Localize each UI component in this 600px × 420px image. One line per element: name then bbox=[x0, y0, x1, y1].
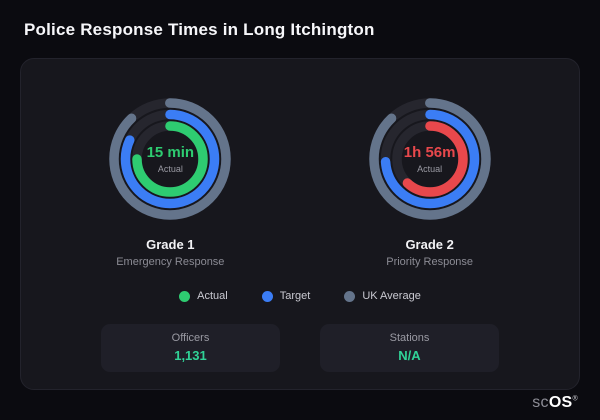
registered-mark-icon: ® bbox=[572, 395, 578, 403]
stat-value: 1,131 bbox=[174, 348, 207, 363]
brand-name: OS bbox=[548, 394, 573, 411]
stat-label: Stations bbox=[389, 332, 430, 344]
legend-label: Actual bbox=[197, 290, 228, 302]
legend-label: UK Average bbox=[362, 290, 421, 302]
stats-row: Officers 1,131 Stations N/A bbox=[101, 324, 499, 372]
gauge-subtitle: Emergency Response bbox=[116, 256, 225, 268]
stat-officers: Officers 1,131 bbox=[101, 324, 280, 372]
scos-logo: scOS® bbox=[532, 394, 578, 412]
gauge-title: Grade 1 bbox=[146, 237, 195, 252]
gauge-grade-2: 1h 56m Actual Grade 2 Priority Response bbox=[320, 93, 540, 268]
legend-dot-target-icon bbox=[261, 290, 273, 302]
gauge-chart-grade-2: 1h 56m Actual bbox=[364, 93, 496, 225]
gauge-chart-grade-1: 15 min Actual bbox=[104, 93, 236, 225]
legend-label: Target bbox=[279, 290, 311, 302]
gauge-grade-1: 15 min Actual Grade 1 Emergency Response bbox=[60, 93, 280, 268]
legend-item-actual: Actual bbox=[179, 290, 228, 302]
legend-dot-uk-average-icon bbox=[344, 290, 356, 302]
stat-value: N/A bbox=[398, 348, 421, 363]
brand-prefix: sc bbox=[532, 394, 549, 411]
gauge-title: Grade 2 bbox=[405, 237, 454, 252]
response-times-card: 15 min Actual Grade 1 Emergency Response… bbox=[20, 58, 580, 390]
legend: Actual Target UK Average bbox=[21, 290, 579, 302]
legend-item-uk-average: UK Average bbox=[344, 290, 421, 302]
gauges-row: 15 min Actual Grade 1 Emergency Response… bbox=[21, 93, 579, 268]
legend-dot-actual-icon bbox=[179, 290, 191, 302]
stat-label: Officers bbox=[171, 332, 210, 344]
stat-stations: Stations N/A bbox=[320, 324, 499, 372]
legend-item-target: Target bbox=[261, 290, 311, 302]
page-title: Police Response Times in Long Itchington bbox=[24, 20, 375, 39]
gauge-subtitle: Priority Response bbox=[386, 256, 474, 268]
